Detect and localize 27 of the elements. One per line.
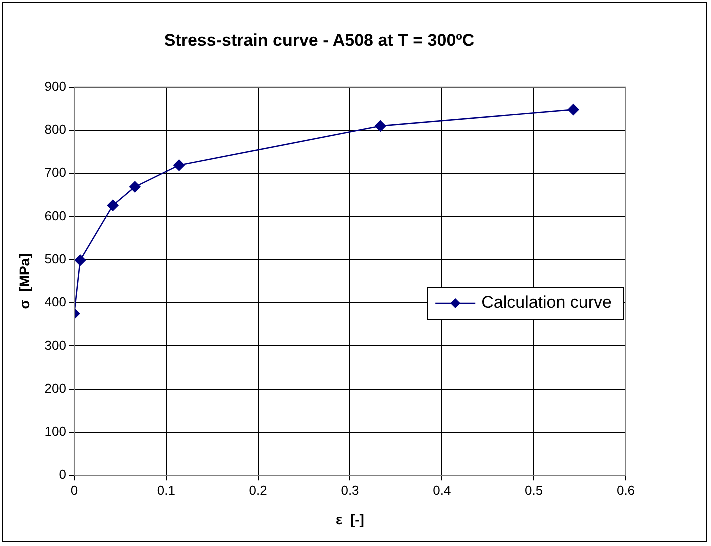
x-tick-label: 0.5 [525,482,544,498]
y-tick-label: 700 [44,165,66,180]
x-tick-label: 0 [70,482,78,498]
y-tick-label: 900 [44,78,66,94]
y-tick-label: 400 [44,294,66,310]
x-axis-title: ε [-] [336,511,364,528]
point [374,120,386,132]
y-tick-label: 300 [44,338,66,353]
y-tick-label: 500 [44,252,66,267]
point [107,200,119,212]
chart-title: Stress-strain curve - A508 at T = 300ºC [164,30,475,50]
point [74,254,86,266]
y-tick-label: 0 [59,467,66,482]
y-tick-label: 600 [44,208,66,224]
legend-label: Calculation curve [482,293,612,312]
point [130,181,141,193]
x-tick-label: 0.1 [157,482,176,498]
y-tick-label: 100 [44,424,66,440]
x-tick-label: 0.6 [616,482,636,498]
x-tick-label: 0.3 [341,482,360,498]
y-axis-title: σ [MPa] [16,254,32,310]
point [174,160,185,172]
y-tick-label: 800 [44,122,66,138]
y-tick-label: 200 [44,380,66,396]
point [568,104,580,116]
x-tick-label: 0.4 [433,482,452,498]
x-tick-label: 0.2 [249,482,268,498]
